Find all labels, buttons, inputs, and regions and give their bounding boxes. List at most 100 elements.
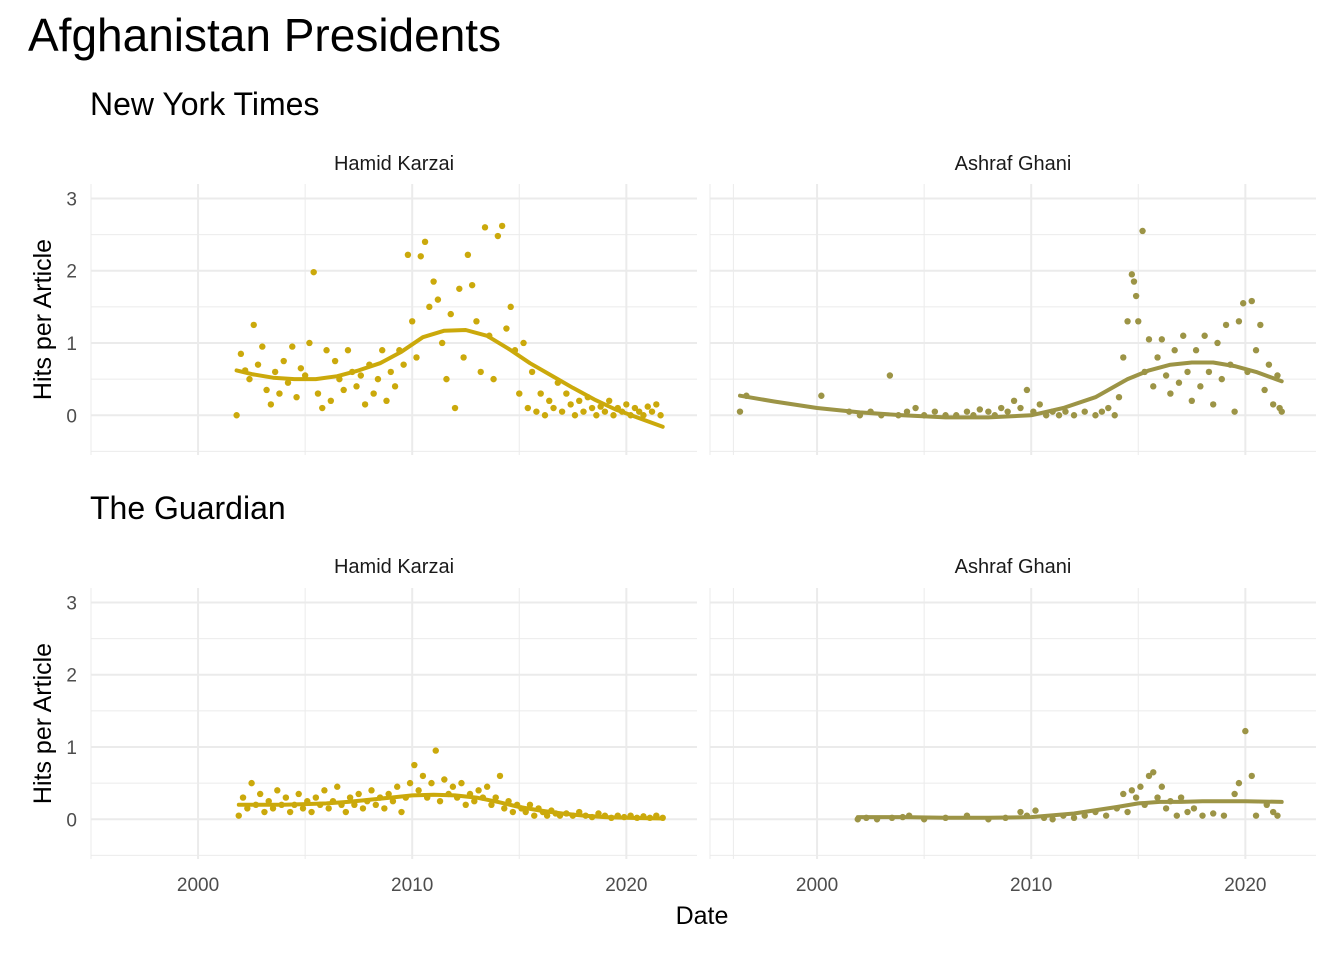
subtitle-the-guardian: The Guardian <box>90 490 286 526</box>
panel-1-0: Hamid Karzai 0 1 2 3 2000 2010 2020 <box>66 556 734 896</box>
data-point <box>1128 787 1136 794</box>
data-point <box>295 790 302 798</box>
data-point <box>1205 368 1213 376</box>
data-point <box>460 354 467 361</box>
y-tick-label: 2 <box>66 262 77 283</box>
smooth-trend-line <box>234 328 665 429</box>
data-point <box>1162 372 1170 379</box>
y-tick-label: 0 <box>66 810 77 831</box>
data-point <box>308 808 315 816</box>
data-point <box>310 268 317 276</box>
data-point <box>286 808 294 816</box>
data-point <box>1231 408 1238 415</box>
y-tick-label: 3 <box>66 189 77 210</box>
data-point <box>468 281 476 289</box>
data-point <box>543 812 551 819</box>
data-point <box>411 761 418 769</box>
x-tick-label: 2000 <box>796 875 838 896</box>
data-point <box>344 347 352 354</box>
data-point <box>1162 805 1170 812</box>
smooth-trend-line <box>738 360 1284 420</box>
data-point <box>233 412 240 419</box>
data-point <box>541 412 549 419</box>
data-point <box>1188 397 1196 404</box>
data-point <box>334 783 341 790</box>
data-point <box>976 406 984 413</box>
data-point <box>1158 336 1166 343</box>
data-point <box>327 397 335 404</box>
data-point <box>1145 772 1153 780</box>
data-point <box>372 801 379 808</box>
data-point <box>355 790 362 798</box>
data-point <box>593 412 600 419</box>
data-point <box>558 408 566 415</box>
data-point <box>254 361 262 368</box>
data-point <box>475 787 482 794</box>
data-point <box>1175 379 1183 386</box>
data-point <box>1124 808 1131 816</box>
data-point <box>1120 354 1127 361</box>
data-point <box>1269 401 1277 408</box>
data-point <box>1010 397 1018 404</box>
data-point <box>297 365 305 372</box>
data-point <box>1004 408 1011 415</box>
data-point <box>1235 779 1243 787</box>
data-point <box>462 801 469 808</box>
data-point <box>1184 368 1191 376</box>
data-point <box>488 801 495 808</box>
data-point <box>1137 783 1144 790</box>
data-point <box>1115 393 1123 401</box>
data-point <box>571 412 579 419</box>
data-point <box>1154 354 1161 361</box>
data-point <box>346 794 354 801</box>
data-point <box>1210 401 1217 408</box>
y-tick-label: 1 <box>66 334 77 355</box>
smooth-trend-line <box>236 792 665 821</box>
data-point <box>1055 412 1063 419</box>
data-point <box>269 805 277 812</box>
data-point <box>353 383 360 390</box>
data-point <box>1049 816 1056 823</box>
data-point <box>1132 292 1140 300</box>
data-point <box>1269 808 1277 816</box>
data-point <box>1252 347 1260 354</box>
data-point <box>1102 812 1110 819</box>
data-point <box>736 408 744 415</box>
x-tick-label: 2010 <box>1010 875 1052 896</box>
data-point <box>398 808 405 816</box>
facet-label: Hamid Karzai <box>334 556 454 578</box>
data-point <box>648 408 656 415</box>
data-point <box>1098 408 1106 415</box>
data-point <box>409 318 416 325</box>
data-point <box>1180 332 1187 339</box>
data-point <box>903 408 911 415</box>
data-point <box>886 372 894 379</box>
data-point <box>635 408 643 415</box>
data-point <box>601 408 609 415</box>
data-point <box>985 408 992 415</box>
data-point <box>1210 810 1217 817</box>
data-point <box>265 797 272 805</box>
data-point <box>912 404 919 412</box>
data-point <box>271 368 279 376</box>
data-point <box>259 343 266 350</box>
data-point <box>1036 401 1043 408</box>
x-axis-title: Date <box>676 902 729 930</box>
data-point <box>1278 408 1285 415</box>
data-point <box>443 375 450 383</box>
data-point <box>818 392 825 399</box>
data-point <box>417 253 424 260</box>
data-point <box>563 390 570 397</box>
data-point <box>342 808 350 816</box>
data-point <box>1199 812 1206 819</box>
data-point <box>1173 812 1181 819</box>
data-point <box>1235 318 1243 325</box>
data-point <box>1023 386 1031 394</box>
data-point <box>528 368 536 376</box>
data-point <box>1171 347 1178 354</box>
data-point <box>1257 321 1264 329</box>
data-point <box>640 412 647 419</box>
data-point <box>415 787 422 794</box>
data-point <box>1128 271 1136 278</box>
data-point <box>550 404 557 412</box>
